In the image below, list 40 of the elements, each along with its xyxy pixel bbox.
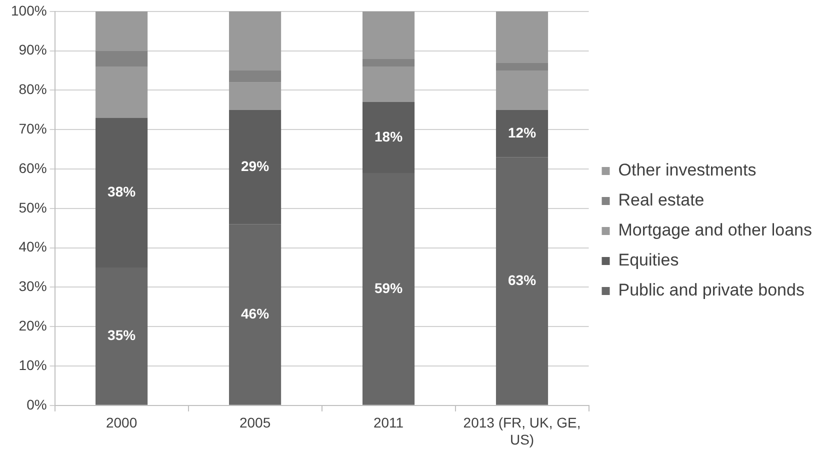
y-tick-label: 90%: [18, 42, 47, 58]
x-tick-label: 2013 (FR, UK, GE, US): [463, 414, 581, 448]
y-tick-label: 70%: [18, 120, 47, 136]
y-tick-label: 100%: [10, 2, 47, 18]
bar: [229, 70, 282, 82]
legend-label: Other investments: [618, 160, 756, 180]
x-tick-label: 2000: [106, 414, 138, 431]
bar: [229, 11, 282, 70]
data-label: 12%: [508, 124, 537, 140]
y-tick-label: 0%: [26, 396, 47, 412]
data-label: 35%: [108, 327, 136, 344]
bar: [96, 11, 148, 51]
legend-label: Equities: [618, 250, 679, 270]
bar: [96, 50, 148, 67]
data-label: 63%: [508, 272, 537, 288]
bar: [496, 62, 548, 70]
data-label: 38%: [108, 184, 136, 200]
bar: [496, 11, 548, 63]
y-tick-label: 80%: [18, 81, 47, 98]
bar: [362, 66, 415, 102]
y-tick-label: 40%: [18, 238, 47, 255]
x-tick-label: 2005: [239, 414, 271, 431]
bar: [229, 82, 282, 110]
bar: [362, 11, 415, 59]
bar: [96, 66, 148, 118]
y-tick-label: 10%: [18, 356, 47, 373]
legend-label: Mortgage and other loans: [618, 220, 812, 240]
legend-label: Real estate: [618, 190, 704, 210]
y-tick-label: 60%: [18, 160, 47, 176]
data-label: 59%: [374, 280, 404, 296]
legend-label: Public and private bonds: [618, 280, 804, 300]
x-tick-label: 2011: [373, 414, 404, 431]
data-label: 29%: [241, 158, 270, 174]
y-tick-label: 30%: [18, 278, 47, 294]
data-label: 46%: [241, 305, 270, 322]
data-label: 18%: [374, 128, 404, 144]
bar: [362, 58, 415, 67]
bar: [496, 70, 548, 110]
y-tick-label: 20%: [18, 317, 47, 334]
y-tick-label: 50%: [18, 199, 47, 216]
